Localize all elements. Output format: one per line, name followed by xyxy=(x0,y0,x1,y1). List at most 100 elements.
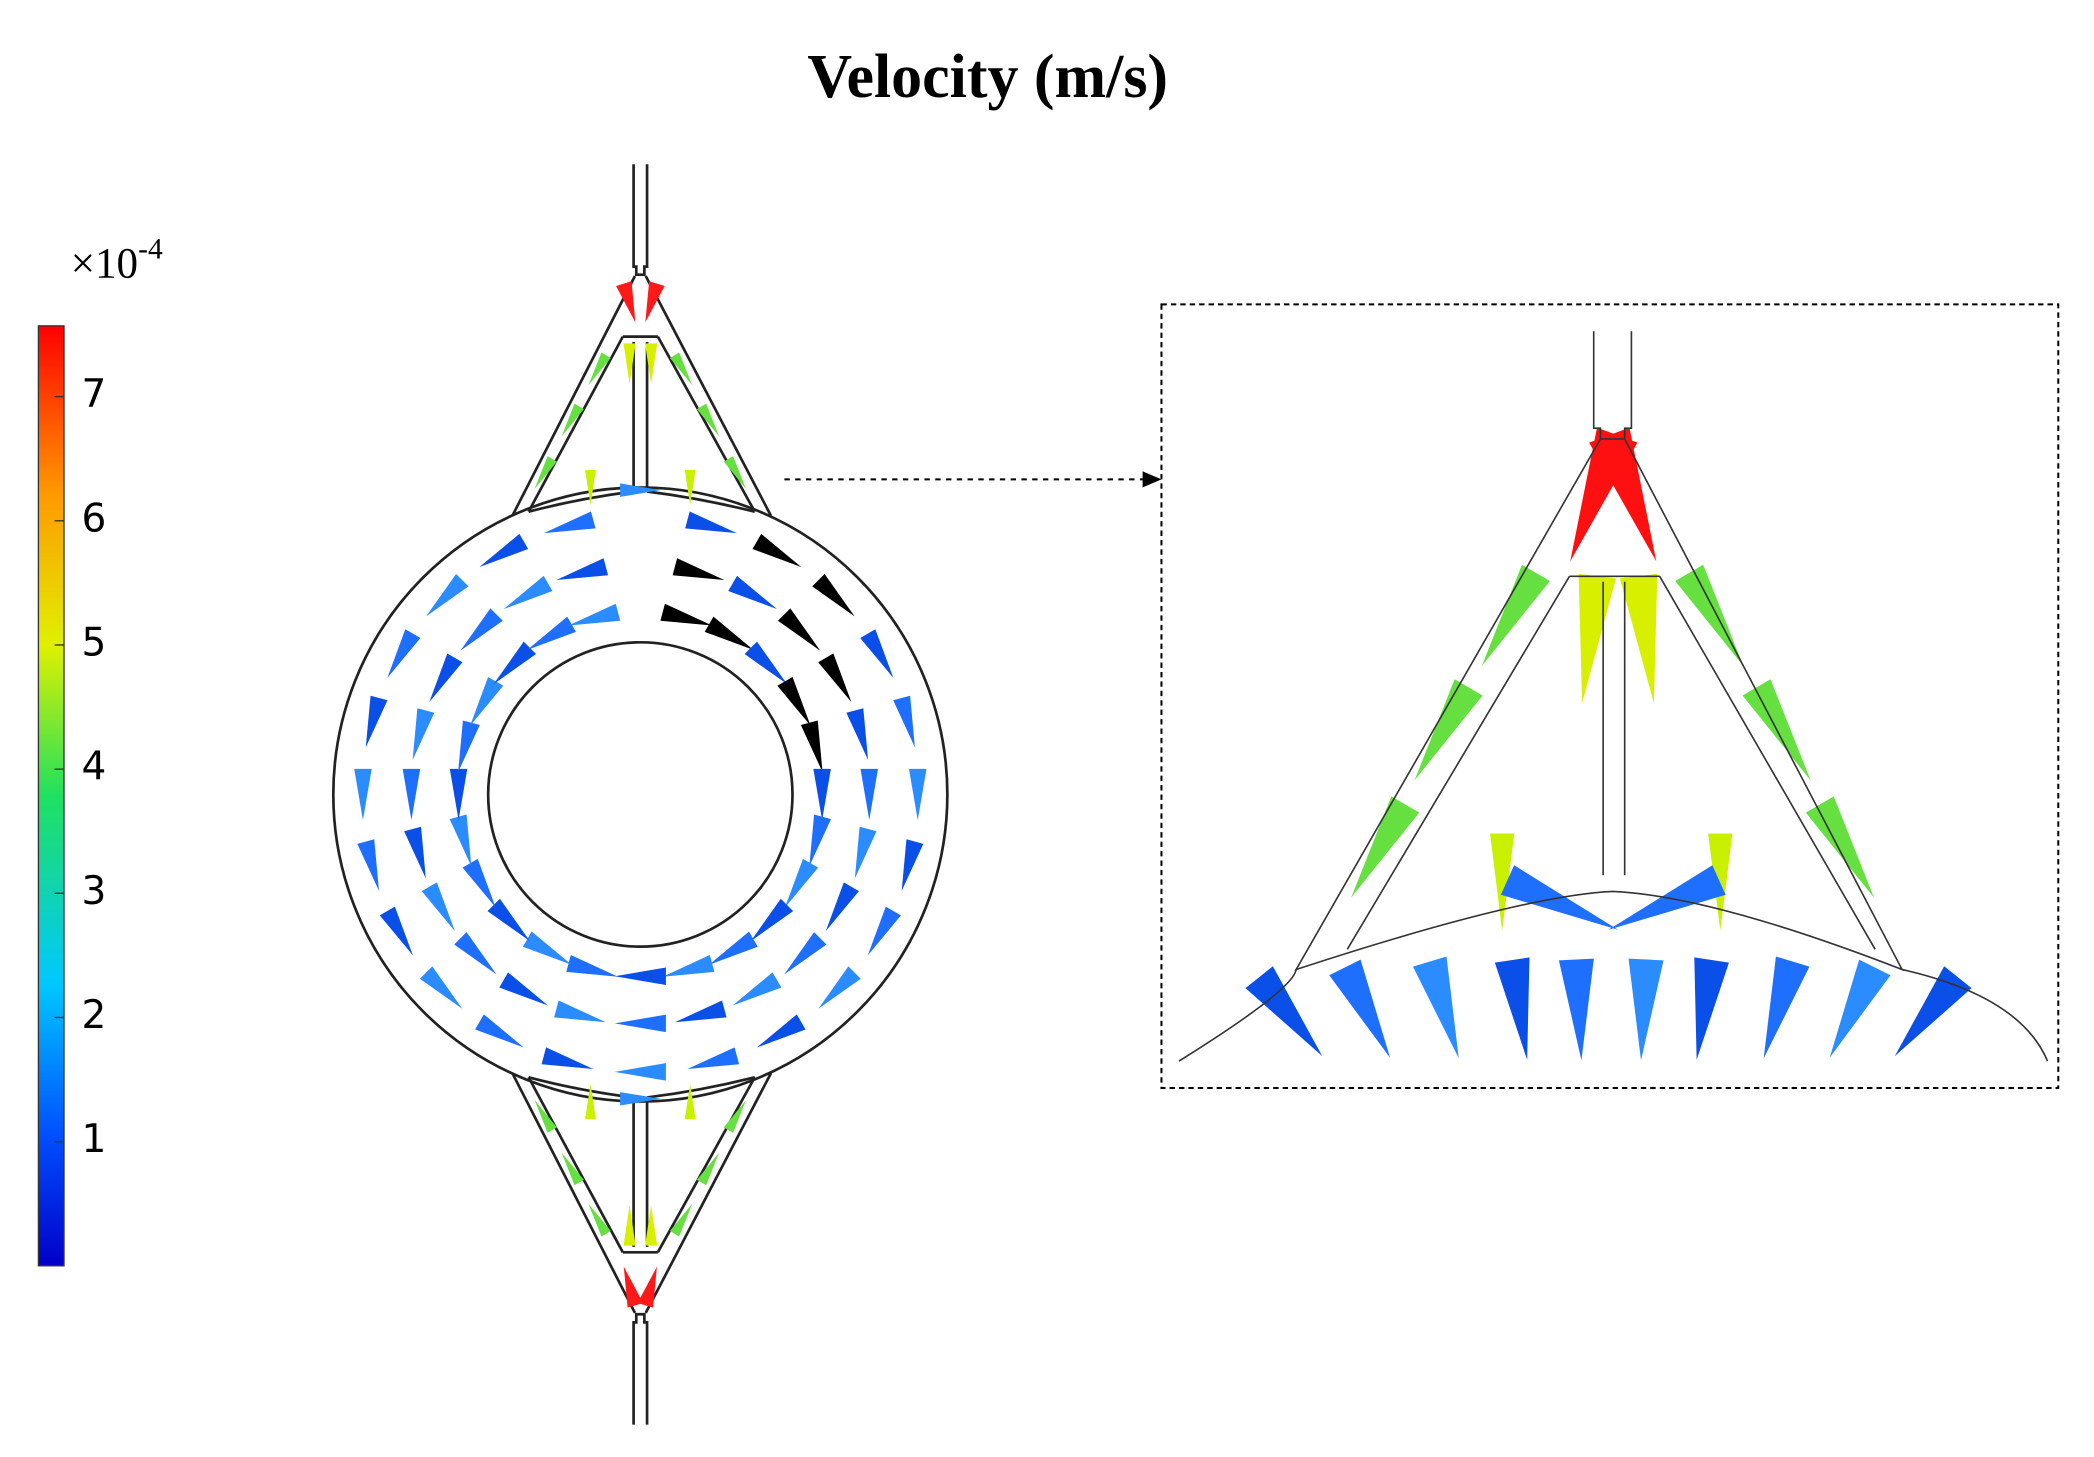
arrow xyxy=(614,967,666,986)
arrow xyxy=(1578,573,1617,704)
arrow xyxy=(784,858,819,908)
arrow xyxy=(458,720,480,773)
arrow xyxy=(554,1000,606,1023)
arrow xyxy=(543,511,596,534)
arrow xyxy=(404,826,426,879)
arrow xyxy=(860,629,894,678)
arrow xyxy=(752,533,802,568)
arrow xyxy=(732,972,782,1006)
arrow xyxy=(419,966,463,1009)
arrow xyxy=(623,1205,636,1246)
arrow xyxy=(846,708,869,760)
inner-channel xyxy=(527,335,756,514)
tube xyxy=(632,164,649,277)
arrow xyxy=(1412,956,1459,1059)
arrow xyxy=(723,1099,747,1133)
arrow xyxy=(412,708,435,760)
arrow xyxy=(750,898,794,942)
arrow xyxy=(812,574,855,617)
multiplier-base: ×10 xyxy=(71,240,138,287)
tube xyxy=(632,1312,649,1425)
arrow xyxy=(487,898,530,942)
arrow xyxy=(1763,956,1810,1059)
arrow xyxy=(684,1083,696,1120)
arrow xyxy=(1694,957,1729,1060)
arrow xyxy=(1558,958,1594,1061)
arrow xyxy=(623,1266,644,1308)
arrow xyxy=(1414,679,1483,781)
arrow xyxy=(379,906,413,956)
arrow xyxy=(462,858,496,908)
colorbar-tick-label: 6 xyxy=(82,496,107,541)
colorbar-tick-label: 7 xyxy=(82,372,107,417)
arrow xyxy=(588,352,611,386)
arrow xyxy=(744,641,787,685)
inset xyxy=(1178,331,2049,1062)
arrow xyxy=(709,931,758,965)
arrow xyxy=(854,826,877,879)
arrow xyxy=(561,403,584,437)
arrow xyxy=(669,352,693,386)
arrow xyxy=(357,839,380,891)
arrow xyxy=(660,603,713,626)
inner-channel xyxy=(527,1075,756,1254)
arrow xyxy=(1351,796,1420,898)
channel-network xyxy=(511,1072,773,1425)
arrow xyxy=(522,931,572,965)
arrow xyxy=(696,403,720,437)
arrow xyxy=(645,281,665,323)
device xyxy=(331,164,949,1425)
arrow xyxy=(818,966,861,1009)
arrow xyxy=(687,1047,740,1070)
arrow xyxy=(1481,564,1550,666)
arrow xyxy=(662,955,715,977)
arrow xyxy=(503,575,553,610)
colorbar-tick-label: 5 xyxy=(82,620,107,665)
arrow xyxy=(616,281,636,323)
arrow xyxy=(1490,833,1515,931)
inset-inner-channel xyxy=(1346,575,1876,950)
arrow xyxy=(1829,959,1891,1058)
arrow xyxy=(696,1152,720,1186)
arrow xyxy=(1619,573,1658,704)
arrow xyxy=(908,768,927,821)
arrow xyxy=(728,575,777,610)
arrow xyxy=(1494,957,1530,1060)
arrow xyxy=(588,1203,611,1237)
arrow xyxy=(365,695,388,748)
arrow xyxy=(1805,796,1874,898)
colorbar-tick-label: 4 xyxy=(82,745,107,790)
inner-boundary xyxy=(486,640,794,948)
channels xyxy=(511,164,773,1425)
arrow xyxy=(585,469,596,505)
arrow xyxy=(1894,966,1972,1057)
arrow xyxy=(645,1205,658,1246)
arrow xyxy=(674,1000,727,1023)
arrow xyxy=(784,932,827,975)
colorbar xyxy=(37,325,65,1267)
outer-boundary xyxy=(331,486,949,1103)
arrow xyxy=(620,1092,661,1106)
inset-outer-channel xyxy=(1294,438,1904,972)
arrow xyxy=(860,768,879,821)
arrow xyxy=(637,1266,657,1308)
arrow xyxy=(475,1014,524,1048)
velocity-arrows xyxy=(354,281,1972,1308)
arrow xyxy=(800,720,823,773)
arrow xyxy=(566,955,618,977)
arrow xyxy=(354,768,372,821)
arrow xyxy=(704,616,754,650)
inset-tube xyxy=(1592,331,1633,440)
arrow xyxy=(402,768,421,821)
arrow xyxy=(777,677,811,726)
arrow xyxy=(561,1152,584,1186)
arrow xyxy=(614,1014,666,1033)
arrow xyxy=(426,574,469,617)
arrow xyxy=(421,882,455,932)
arrow xyxy=(809,814,832,867)
channel-network xyxy=(511,164,773,517)
arrow xyxy=(479,533,529,568)
colorbar-tick-label: 1 xyxy=(82,1117,107,1162)
inset-arc xyxy=(1178,968,2049,1062)
arrow xyxy=(568,603,621,626)
